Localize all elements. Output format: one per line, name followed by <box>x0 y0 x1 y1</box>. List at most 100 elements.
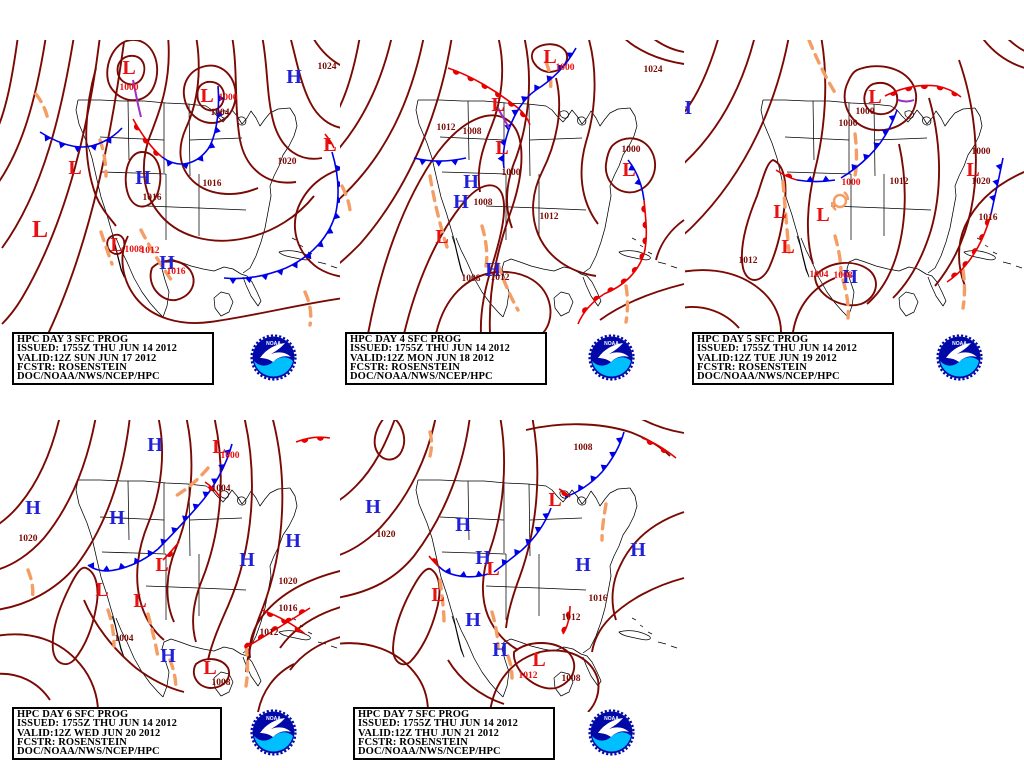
high-pressure-marker: H <box>453 191 469 213</box>
isobar-line <box>196 80 225 112</box>
basemap-outline <box>127 480 130 541</box>
panel-day5: HHLLLLL100010001000101210201016101210041… <box>685 40 1024 332</box>
basemap-outline <box>963 250 996 261</box>
isobar-line <box>580 40 599 225</box>
panel-day6: H H H H H H L L L L L 1000 1004 1020 1020 1016 1012 1004 1… <box>0 420 340 712</box>
isobar-line <box>142 40 315 242</box>
trough-line <box>244 644 250 688</box>
info-line: ISSUED: 1755Z THU JUN 14 2012 <box>358 718 518 730</box>
low-pressure-marker: L <box>203 657 216 679</box>
isobar-line <box>47 41 125 332</box>
cold-front-pip <box>208 141 216 149</box>
trough-line <box>496 262 520 312</box>
cold-front-pip <box>182 515 189 522</box>
isobar-line <box>481 420 519 651</box>
occluded-front <box>497 107 510 129</box>
warm-front <box>946 213 992 283</box>
basemap-outline <box>101 171 167 175</box>
isobar-line <box>435 270 552 332</box>
cold-front-pip <box>171 527 178 534</box>
isobar-line <box>641 420 685 434</box>
cold-front-pip <box>133 557 141 565</box>
basemap-outline <box>455 237 504 318</box>
basemap-outline <box>786 171 852 175</box>
trough-line <box>340 184 352 212</box>
isobar-label: 1012 <box>519 671 538 681</box>
cold-front-pip <box>44 134 51 142</box>
isobar-label: 1008 <box>574 443 593 453</box>
low-pressure-marker: L <box>543 46 556 68</box>
occluded-front <box>897 99 915 103</box>
low-pressure-marker: L <box>495 137 508 159</box>
warm-front-pip <box>316 437 324 441</box>
cold-front-pip <box>995 163 1002 171</box>
info-line: HPC DAY 7 SFC PROG <box>358 709 470 720</box>
isobar-label: 1012 <box>141 246 160 256</box>
basemap-outline <box>529 137 583 141</box>
basemap-outline <box>330 645 338 649</box>
basemap-outline <box>198 207 247 211</box>
cold-front-pip <box>202 491 210 498</box>
isobar-label: 1012 <box>739 256 758 266</box>
low-pressure-marker: L <box>548 489 561 511</box>
isobar-line <box>340 40 393 149</box>
basemap-outline <box>467 480 470 541</box>
basemap-outline <box>874 137 928 141</box>
warm-front-pip <box>431 558 438 565</box>
low-pressure-marker: L <box>155 554 168 576</box>
cold-front-pip <box>90 144 98 151</box>
isobar-line <box>179 40 259 195</box>
high-pressure-marker: H <box>135 167 151 189</box>
cold-front-pip <box>88 562 95 569</box>
isobar-label: 1000 <box>839 119 858 129</box>
noaa-logo-sea <box>254 357 293 377</box>
basemap-outline <box>145 585 200 589</box>
isobar-label: 1020 <box>279 577 298 587</box>
isobar-line <box>513 642 576 690</box>
basemap-outline <box>528 103 531 177</box>
noaa-logo-text: NOAA <box>266 341 281 347</box>
warm-front-pip <box>142 137 149 144</box>
trough-line <box>624 284 630 324</box>
trough-line <box>428 174 450 252</box>
isobar-label: 1024 <box>644 65 663 75</box>
cold-front-pip <box>521 96 528 103</box>
occluded-front <box>132 79 142 118</box>
warm-front <box>162 541 180 561</box>
isobar-line <box>182 64 237 124</box>
high-pressure-marker: H <box>239 549 255 571</box>
basemap-outline <box>904 110 914 119</box>
noaa-logo-text: NOAA <box>604 716 619 722</box>
trough-line <box>106 608 116 648</box>
basemap-outline <box>467 100 470 161</box>
info-line: FCSTR: ROSENSTEIN <box>17 736 127 748</box>
cold-front-pip <box>218 94 225 102</box>
warm-front-pip <box>904 86 913 92</box>
cold-front-pip <box>546 75 553 82</box>
basemap-outline <box>577 116 587 126</box>
cold-front-pip <box>335 164 340 172</box>
isobar-line <box>136 420 165 641</box>
isobar-line <box>1 40 101 325</box>
cold-front-pip <box>451 159 459 166</box>
warm-front-pip <box>561 626 567 634</box>
info-line: VALID:12Z WED JUN 20 2012 <box>17 727 161 739</box>
warm-front-pip <box>984 219 990 227</box>
cold-front-pip <box>557 64 565 72</box>
warm-front-pip <box>134 123 140 131</box>
isobar-line <box>0 672 51 701</box>
basemap-outline <box>127 100 130 161</box>
basemap-outline <box>161 638 262 698</box>
basemap-outline <box>784 136 850 141</box>
trough-line <box>781 180 791 254</box>
low-pressure-marker: L <box>110 234 123 256</box>
cold-front-pip <box>881 129 889 136</box>
high-pressure-marker: H <box>147 434 163 456</box>
isobar-line <box>340 40 361 109</box>
warm-front-pip <box>561 490 568 497</box>
isobar-label: 1016 <box>167 267 186 277</box>
isobar-label: 1012 <box>437 123 456 133</box>
tropical-cyclone-symbol <box>830 191 850 211</box>
warm-front-pip <box>565 611 570 619</box>
